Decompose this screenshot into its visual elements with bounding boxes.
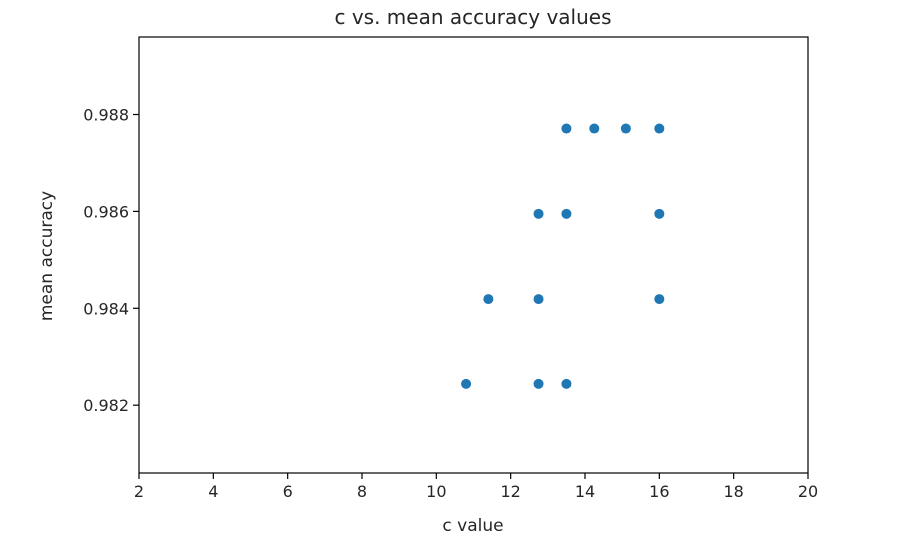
data-point	[589, 123, 600, 134]
data-point	[654, 294, 665, 305]
y-tick-label: 0.982	[83, 396, 129, 415]
y-tick-label: 0.986	[83, 202, 129, 221]
x-tick-label: 6	[283, 482, 293, 501]
data-point	[533, 294, 544, 305]
x-tick-label: 10	[426, 482, 446, 501]
x-tick-label: 12	[500, 482, 520, 501]
x-tick-label: 20	[798, 482, 818, 501]
x-axis: 2 4 6 8 10 12 14 16 18 20	[134, 473, 818, 501]
data-point	[561, 378, 572, 389]
data-point	[483, 294, 494, 305]
y-axis-label: mean accuracy	[37, 191, 57, 321]
data-point	[620, 123, 631, 134]
chart-title: c vs. mean accuracy values	[334, 5, 611, 29]
data-point	[533, 208, 544, 219]
data-point	[461, 378, 472, 389]
x-axis-label: c value	[442, 516, 503, 536]
x-tick-label: 2	[134, 482, 144, 501]
plot-area	[138, 36, 809, 474]
plot-frame	[138, 36, 809, 474]
data-point	[561, 123, 572, 134]
x-tick-label: 8	[357, 482, 367, 501]
data-point	[561, 208, 572, 219]
data-points	[461, 123, 665, 389]
y-axis: 0.982 0.984 0.986 0.988	[83, 106, 139, 415]
data-point	[654, 123, 665, 134]
data-point	[654, 208, 665, 219]
y-tick-label: 0.988	[83, 106, 129, 125]
x-tick-label: 4	[208, 482, 218, 501]
data-point	[533, 378, 544, 389]
y-tick-label: 0.984	[83, 299, 129, 318]
x-tick-label: 14	[575, 482, 595, 501]
x-tick-label: 18	[723, 482, 743, 501]
x-tick-label: 16	[649, 482, 669, 501]
